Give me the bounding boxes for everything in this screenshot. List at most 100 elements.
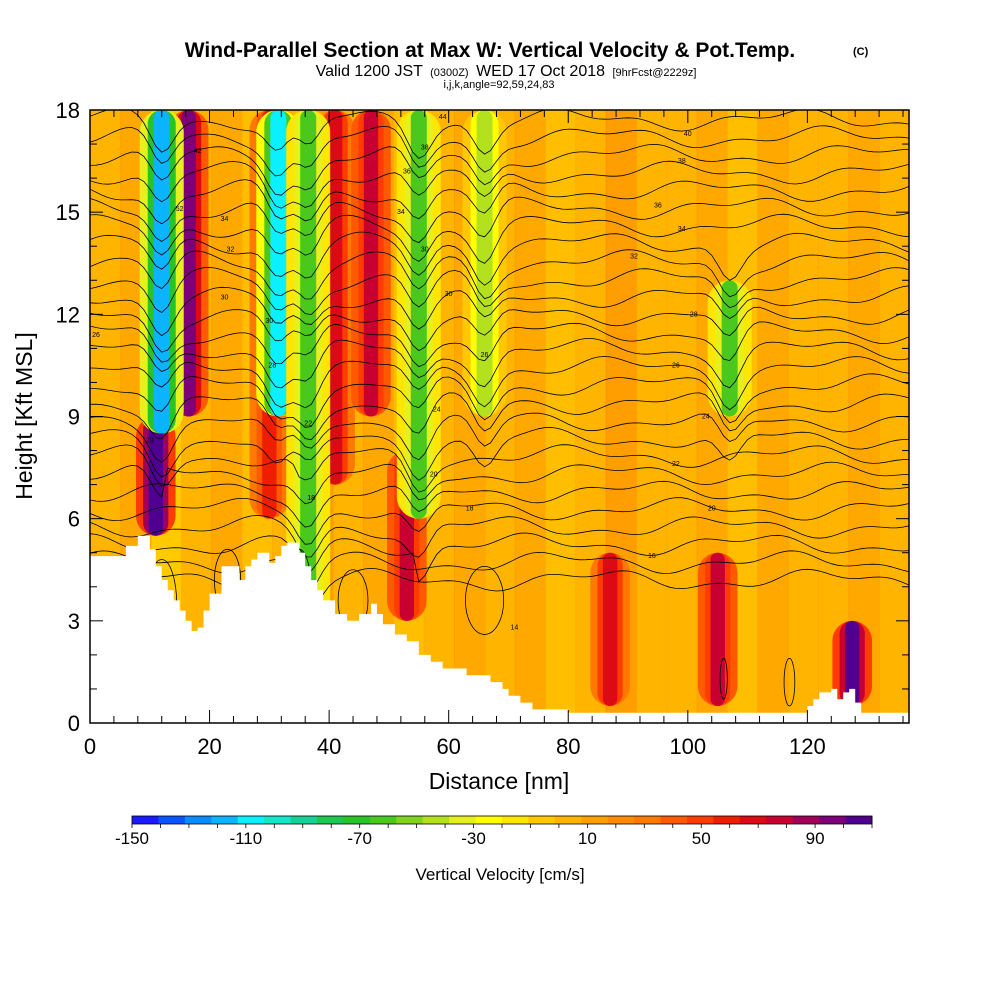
y-tick-label: 15 (56, 200, 80, 225)
theta-contour-ring (719, 657, 728, 700)
theta-contour-ring (465, 565, 505, 635)
colorbar-label: Vertical Velocity [cm/s] (415, 865, 584, 884)
colorbar-tick-label: -110 (229, 829, 262, 848)
velocity-band (545, 110, 577, 723)
terrain (90, 535, 909, 723)
colorbar-swatch (766, 816, 794, 824)
updraft-core (181, 110, 196, 417)
colorbar-swatch (845, 816, 873, 824)
colorbar-swatch (581, 816, 609, 824)
velocity-band (636, 110, 668, 723)
velocity-band (787, 110, 819, 723)
x-tick-label: 100 (669, 734, 706, 759)
contour-label: 18 (307, 495, 315, 502)
corner-mark: (C) (853, 46, 869, 58)
theta-contour-line (90, 179, 909, 225)
contour-label: 38 (678, 158, 686, 165)
velocity-band (514, 110, 546, 723)
contour-label: 30 (421, 247, 429, 254)
colorbar-swatch (132, 816, 159, 824)
updraft-core (710, 552, 725, 706)
updraft-core (148, 416, 163, 536)
colorbar-swatch (449, 816, 477, 824)
x-tick-label: 20 (197, 734, 221, 759)
theta-contour-line (90, 426, 909, 481)
contour-label: 28 (690, 311, 698, 318)
theta-contour-line (90, 249, 909, 300)
contour-label: 36 (654, 202, 662, 209)
theta-contour-line (90, 160, 909, 209)
theta-contour-line (90, 306, 909, 353)
colorbar-swatch (317, 816, 344, 824)
contour-label: 42 (194, 148, 202, 155)
y-tick-label: 6 (68, 507, 80, 532)
theta-contour-ring (783, 657, 796, 707)
contour-label: 26 (481, 352, 489, 359)
y-tick-label: 0 (68, 711, 80, 736)
theta-contour-line (90, 266, 909, 316)
theta-contour-line (90, 514, 909, 558)
contour-label: 34 (221, 216, 229, 223)
colorbar-swatch (237, 816, 265, 824)
updraft-core (845, 620, 860, 706)
downdraft-core (270, 110, 287, 417)
theta-contour-line (90, 480, 909, 528)
colorbar-swatch (343, 816, 371, 824)
colorbar-swatch (158, 816, 186, 824)
contour-label: 52 (176, 206, 184, 213)
contour-label: 26 (92, 332, 100, 339)
colorbar-tick-label: 90 (806, 829, 825, 848)
theta-contour-line (90, 285, 909, 337)
theta-contour-line (90, 196, 909, 244)
contour-label: 20 (430, 471, 438, 478)
y-tick-label: 9 (68, 405, 80, 430)
colorbar-swatch (290, 816, 318, 824)
colorbar-swatch (502, 816, 529, 824)
theta-contour-line (90, 532, 909, 583)
theta-contours (90, 110, 909, 707)
colorbar-swatch (687, 816, 714, 824)
colorbar-swatch (264, 816, 292, 824)
grid-indices-label: i,j,k,angle=92,59,24,83 (443, 79, 554, 91)
colorbar-swatch (396, 816, 424, 824)
contour-label: 36 (403, 168, 411, 175)
updraft-core (327, 110, 343, 485)
contour-label: 38 (421, 144, 429, 151)
contour-label: 22 (304, 420, 312, 427)
colorbar-swatch (211, 816, 239, 824)
y-tick-label: 3 (68, 609, 80, 634)
colorbar-tick-label: -150 (115, 829, 149, 848)
colorbar-swatch (819, 816, 847, 824)
contour-label: 16 (648, 553, 656, 560)
theta-contour-line (90, 444, 909, 493)
contour-label: 30 (221, 294, 229, 301)
y-tick-label: 12 (56, 302, 80, 327)
contour-label: 24 (433, 407, 441, 414)
theta-contour-line (90, 143, 909, 196)
contour-label: 44 (439, 114, 447, 121)
updraft-core (363, 110, 379, 417)
velocity-band (818, 110, 850, 723)
colorbar-swatch (713, 816, 741, 824)
colorbar-swatch (607, 816, 635, 824)
colorbar: -150 -110 -70 -30 10 50 90 (115, 815, 873, 848)
plot-area: 44 42 38 40 36 38 52 34 36 34 34 32 30 32 30 30 30 28 26 28… (90, 110, 909, 723)
theta-contour-line (90, 231, 909, 286)
contour-label: 32 (227, 247, 235, 254)
x-axis-label: Distance [nm] (429, 768, 570, 794)
contour-label: 26 (672, 362, 680, 369)
velocity-band (757, 110, 789, 723)
chart-title: Wind-Parallel Section at Max W: Vertical… (185, 39, 796, 62)
contour-label: 20 (146, 437, 154, 444)
contour-label: 32 (630, 253, 638, 260)
theta-contour-line (90, 110, 909, 159)
downdraft-core (721, 280, 738, 417)
contour-label: 22 (672, 461, 680, 468)
contour-label: 28 (268, 362, 276, 369)
x-tick-label: 120 (789, 734, 826, 759)
colorbar-swatch (475, 816, 503, 824)
colorbar-swatch (739, 816, 767, 824)
contour-label: 18 (466, 505, 474, 512)
